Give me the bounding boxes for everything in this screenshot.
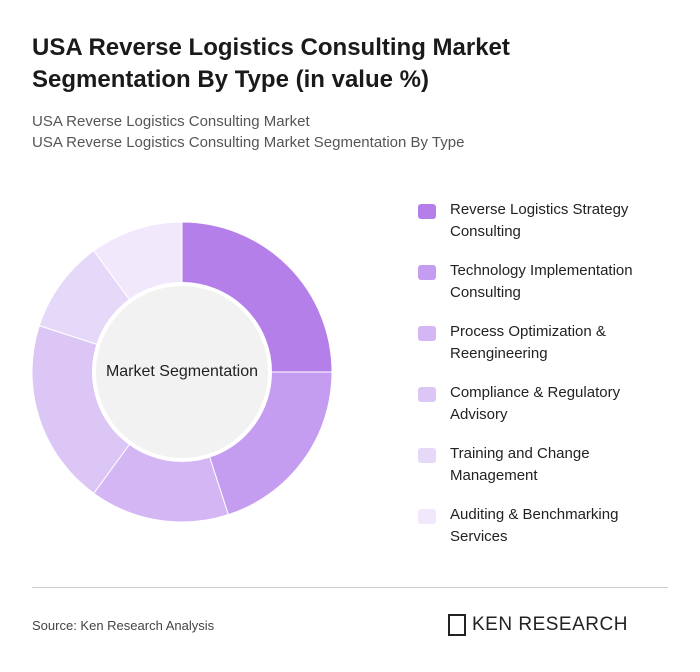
- legend-swatch: [418, 448, 436, 463]
- legend-swatch: [418, 509, 436, 524]
- legend-label: Training and Change Management: [450, 445, 590, 484]
- logo: KEN RESEARCH: [448, 612, 628, 638]
- legend-swatch: [418, 387, 436, 402]
- donut-hole: [92, 282, 272, 462]
- subtitle: USA Reverse Logistics Consulting Market: [32, 113, 310, 130]
- legend-label: Auditing & Benchmarking Services: [450, 506, 619, 545]
- logo-text: KEN RESEARCH: [472, 614, 628, 635]
- legend-label: Compliance & Regulatory Advisory: [450, 384, 621, 423]
- legend-label: Process Optimization & Reengineering: [450, 323, 606, 362]
- subtitle: USA Reverse Logistics Consulting Market …: [32, 134, 465, 151]
- legend-swatch: [418, 326, 436, 341]
- legend-label: Technology Implementation Consulting: [450, 262, 633, 301]
- divider: [32, 587, 668, 588]
- logo-icon: [448, 614, 466, 636]
- legend-label: Reverse Logistics Strategy Consulting: [450, 201, 629, 240]
- legend-swatch: [418, 204, 436, 219]
- chart-title: USA Reverse Logistics Consulting Market …: [32, 34, 510, 93]
- source: Source: Ken Research Analysis: [32, 618, 215, 633]
- center-label: Market Segmentation: [106, 363, 258, 380]
- legend-swatch: [418, 265, 436, 280]
